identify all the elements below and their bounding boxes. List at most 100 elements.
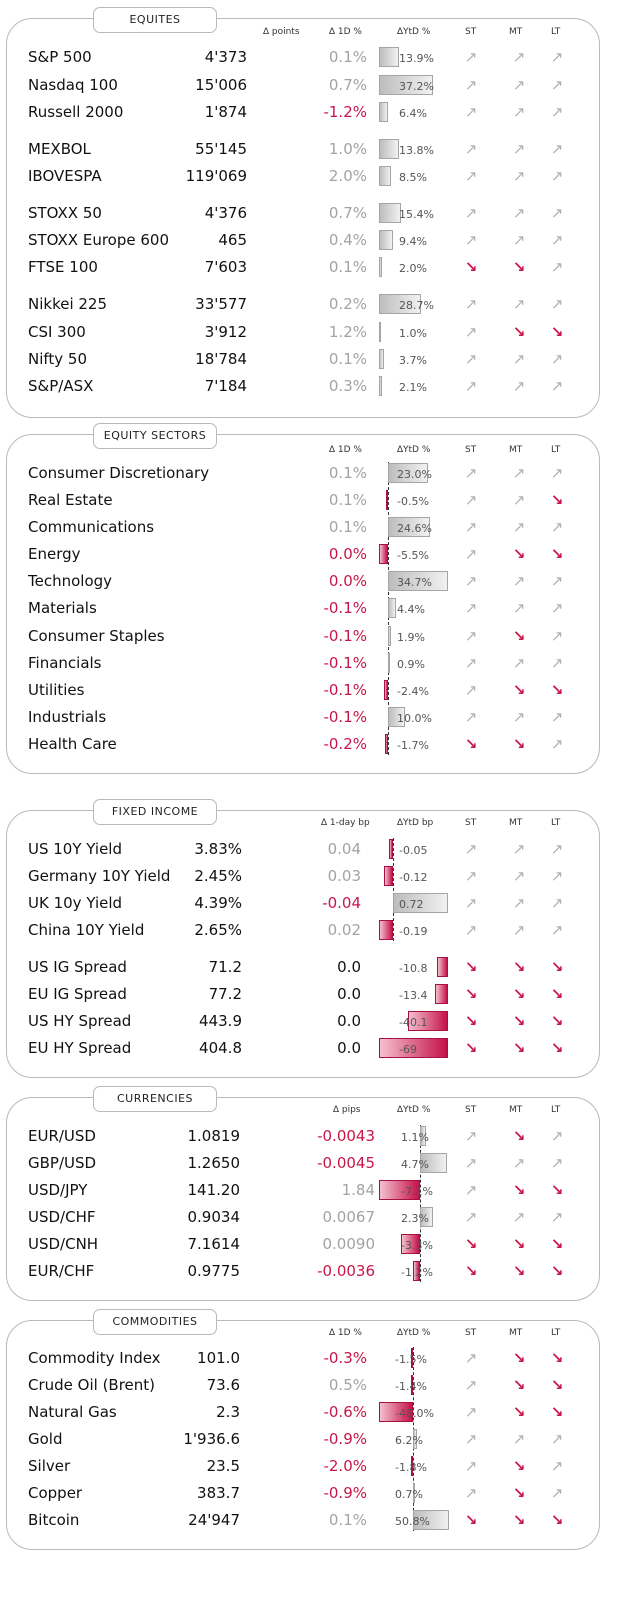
row-daily-change: -0.1% xyxy=(323,627,367,645)
arrow-up-right-icon: ↗ xyxy=(550,921,564,939)
arrow-up-right-icon: ↗ xyxy=(464,1208,478,1226)
arrow-up-right-icon: ↗ xyxy=(550,708,564,726)
arrow-up-right-icon: ↗ xyxy=(512,231,526,249)
row-daily-change: -0.0045 xyxy=(317,1154,375,1172)
arrow-up-right-icon: ↗ xyxy=(550,48,564,66)
row-level: 55'145 xyxy=(195,140,247,158)
row-name: Consumer Staples xyxy=(28,627,165,645)
ytd-bar xyxy=(379,139,399,159)
table-row: Copper 383.7 -0.9% 0.7% ↗ ↘ ↗ xyxy=(7,1480,599,1506)
row-level: 4.39% xyxy=(194,894,242,912)
arrow-up-right-icon: ↗ xyxy=(512,140,526,158)
arrow-up-right-icon: ↗ xyxy=(464,708,478,726)
ytd-value: 6.4% xyxy=(399,107,427,120)
fixed_income-header-d1: ∆ 1-day bp xyxy=(321,818,370,828)
sectors-title: EQUITY SECTORS xyxy=(93,423,217,449)
ytd-bar xyxy=(379,1402,413,1422)
ytd-value: 15.4% xyxy=(399,208,434,221)
arrow-down-right-icon: ↘ xyxy=(512,1235,526,1253)
arrow-up-right-icon: ↗ xyxy=(464,1457,478,1475)
arrow-down-right-icon: ↘ xyxy=(464,958,478,976)
commodities-header-st: ST xyxy=(465,1328,477,1338)
arrow-up-right-icon: ↗ xyxy=(550,572,564,590)
row-name: US 10Y Yield xyxy=(28,840,122,858)
row-name: Financials xyxy=(28,654,102,672)
arrow-up-right-icon: ↗ xyxy=(464,921,478,939)
fixed_income-header-ytd: ∆YtD bp xyxy=(397,818,434,828)
row-level: 73.6 xyxy=(206,1376,240,1394)
ytd-bar xyxy=(379,322,381,342)
ytd-value: -0.12 xyxy=(399,871,428,884)
arrow-up-right-icon: ↗ xyxy=(550,627,564,645)
fixed_income-title: FIXED INCOME xyxy=(93,799,217,825)
row-name: Consumer Discretionary xyxy=(28,464,210,482)
row-daily-change: 0.0 xyxy=(337,958,361,976)
table-row: Utilities -0.1% -2.4% ↗ ↘ ↘ xyxy=(7,677,599,703)
sectors-header-ytd: ∆YtD % xyxy=(397,445,431,455)
arrow-down-right-icon: ↘ xyxy=(512,958,526,976)
row-level: 7'184 xyxy=(204,377,247,395)
row-level: 101.0 xyxy=(197,1349,240,1367)
ytd-bar xyxy=(385,734,388,754)
arrow-up-right-icon: ↗ xyxy=(464,204,478,222)
row-daily-change: -0.9% xyxy=(323,1430,367,1448)
arrow-up-right-icon: ↗ xyxy=(550,1457,564,1475)
table-row: USD/CNH 7.1614 0.0090 -3.3% ↘ ↘ ↘ xyxy=(7,1231,599,1257)
arrow-up-right-icon: ↗ xyxy=(550,464,564,482)
ytd-bar xyxy=(378,920,393,940)
arrow-down-right-icon: ↘ xyxy=(550,1039,564,1057)
row-name: EUR/USD xyxy=(28,1127,96,1145)
arrow-up-right-icon: ↗ xyxy=(512,491,526,509)
arrow-up-right-icon: ↗ xyxy=(550,231,564,249)
row-daily-change: 0.04 xyxy=(327,840,361,858)
arrow-down-right-icon: ↘ xyxy=(464,1235,478,1253)
arrow-down-right-icon: ↘ xyxy=(512,1039,526,1057)
table-row: CSI 300 3'912 1.2% 1.0% ↗ ↘ ↘ xyxy=(7,319,599,345)
arrow-down-right-icon: ↘ xyxy=(512,1012,526,1030)
arrow-up-right-icon: ↗ xyxy=(550,867,564,885)
row-daily-change: 0.4% xyxy=(328,231,367,249)
arrow-down-right-icon: ↘ xyxy=(512,1457,526,1475)
sectors-header-st: ST xyxy=(465,445,477,455)
row-name: Real Estate xyxy=(28,491,113,509)
arrow-up-right-icon: ↗ xyxy=(464,545,478,563)
arrow-down-right-icon: ↘ xyxy=(512,1403,526,1421)
arrow-up-right-icon: ↗ xyxy=(550,204,564,222)
row-level: 119'069 xyxy=(185,167,247,185)
arrow-up-right-icon: ↗ xyxy=(512,103,526,121)
arrow-down-right-icon: ↘ xyxy=(512,1484,526,1502)
arrow-up-right-icon: ↗ xyxy=(464,867,478,885)
equities-header-change: ∆ points xyxy=(263,27,300,37)
ytd-value: 4.4% xyxy=(397,603,425,616)
arrow-up-right-icon: ↗ xyxy=(464,627,478,645)
row-level: 3'912 xyxy=(204,323,247,341)
row-level: 4'376 xyxy=(204,204,247,222)
table-row: USD/JPY 141.20 1.84 -7.1% ↗ ↘ ↘ xyxy=(7,1177,599,1203)
ytd-bar xyxy=(379,376,383,396)
row-daily-change: 0.03 xyxy=(327,867,361,885)
arrow-down-right-icon: ↘ xyxy=(550,681,564,699)
arrow-up-right-icon: ↗ xyxy=(464,1430,478,1448)
ytd-value: 4.7% xyxy=(401,1158,429,1171)
ytd-bar xyxy=(413,1510,449,1530)
table-row: China 10Y Yield 2.65% 0.02 -0.19 ↗ ↗ ↗ xyxy=(7,917,599,943)
table-row: Germany 10Y Yield 2.45% 0.03 -0.12 ↗ ↗ ↗ xyxy=(7,863,599,889)
ytd-bar xyxy=(413,1429,418,1449)
table-row: Energy 0.0% -5.5% ↗ ↘ ↘ xyxy=(7,541,599,567)
arrow-up-right-icon: ↗ xyxy=(512,377,526,395)
sectors-header-d1: ∆ 1D % xyxy=(329,445,362,455)
ytd-value: 28.7% xyxy=(399,299,434,312)
ytd-bar xyxy=(386,490,388,510)
arrow-up-right-icon: ↗ xyxy=(464,518,478,536)
row-level: 18'784 xyxy=(195,350,247,368)
ytd-bar xyxy=(437,957,448,977)
currencies-panel: CURRENCIES ∆ pips ∆YtD % ST MT LT EUR/USD 1.081… xyxy=(6,1086,600,1301)
row-level: 4'373 xyxy=(204,48,247,66)
row-name: EU IG Spread xyxy=(28,985,127,1003)
ytd-value: -40.1 xyxy=(399,1016,428,1029)
ytd-bar xyxy=(413,1261,420,1281)
ytd-bar xyxy=(389,839,393,859)
row-name: US IG Spread xyxy=(28,958,127,976)
arrow-up-right-icon: ↗ xyxy=(464,295,478,313)
table-row: Real Estate 0.1% -0.5% ↗ ↗ ↘ xyxy=(7,487,599,513)
